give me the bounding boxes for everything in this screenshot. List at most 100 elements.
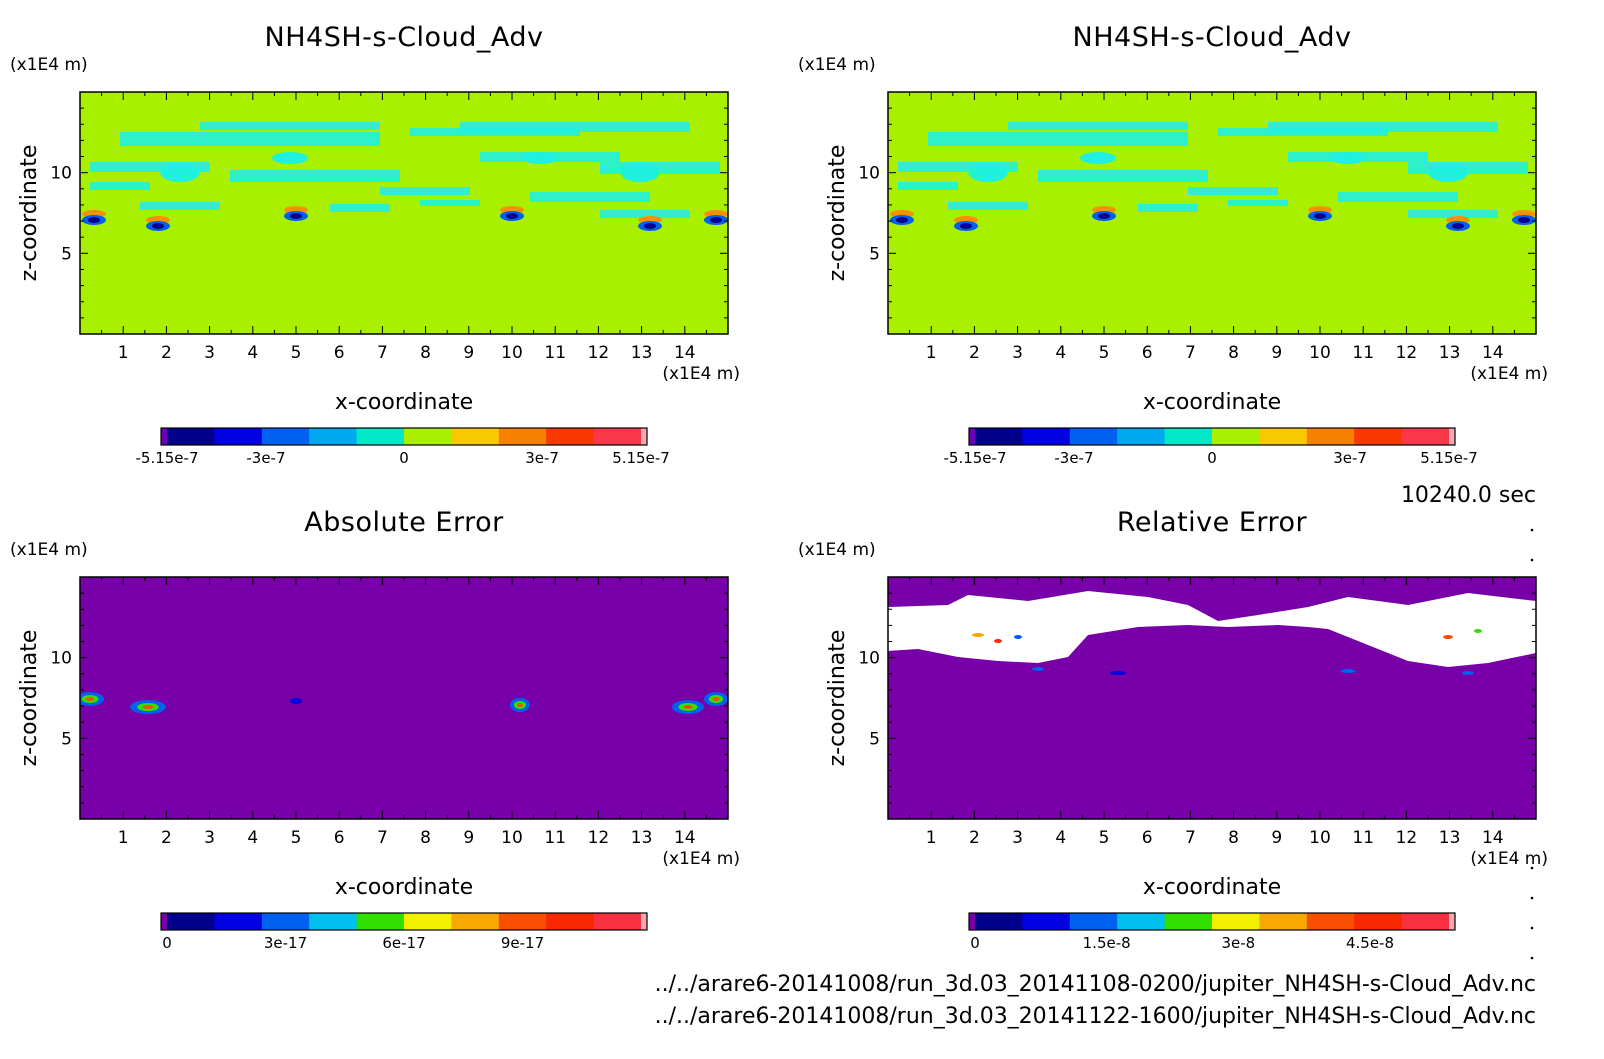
field-error-spot [290, 698, 302, 704]
x-tick-label: 11 [544, 343, 566, 363]
colorbar-swatch [641, 913, 648, 930]
time-label: 10240.0 sec [1401, 483, 1536, 508]
y-tick-label: 5 [61, 244, 72, 264]
colorbar-swatch [546, 428, 595, 445]
field-contour-band [898, 162, 1018, 172]
colorbar-swatch [1259, 428, 1308, 445]
colorbar-swatch [969, 428, 976, 445]
x-tick-label: 7 [377, 343, 388, 363]
field-contour-band [272, 152, 308, 164]
field-error-spot [994, 639, 1002, 643]
x-tick-label: 10 [1309, 828, 1331, 848]
x-tick-label: 1 [118, 828, 129, 848]
colorbar-swatch [641, 428, 648, 445]
colorbar-swatch [451, 428, 500, 445]
x-tick-label: 8 [420, 343, 431, 363]
colorbar-swatch [309, 913, 358, 930]
field-contour-band [600, 162, 720, 174]
x-tick-label: 10 [1309, 343, 1331, 363]
colorbar-tick-label: 9e-17 [501, 934, 544, 952]
colorbar-swatch [1212, 913, 1260, 930]
colorbar-swatch [214, 913, 263, 930]
colorbar-swatch [1164, 913, 1213, 930]
field-negative-core [710, 217, 722, 223]
x-tick-label: 2 [969, 343, 980, 363]
x-tick-label: 10 [501, 343, 523, 363]
colorbar-tick-label: 0 [1207, 449, 1217, 467]
colorbar-swatch [309, 428, 358, 445]
colorbar-swatch [356, 428, 405, 445]
colorbar-swatch [404, 428, 452, 445]
field-contour-band [420, 200, 480, 206]
panel-br-field [888, 577, 1536, 819]
colorbar-frame [968, 427, 1456, 446]
y-tick-label: 5 [61, 729, 72, 749]
x-tick-label: 14 [1482, 343, 1504, 363]
y-tick-label: 10 [50, 164, 72, 184]
x-tick-label: 10 [501, 828, 523, 848]
x-tick-label: 2 [161, 828, 172, 848]
y-tick-label: 10 [858, 649, 880, 669]
field-contour-band [90, 182, 150, 190]
y-tick-label: 10 [858, 164, 880, 184]
panel-bl-ylabel: z-coordinate [17, 630, 42, 767]
field-contour-band [948, 202, 1028, 210]
x-tick-label: 11 [1352, 343, 1374, 363]
panel-tr-x-unit: (x1E4 m) [1470, 364, 1548, 384]
field-contour-band [140, 202, 220, 210]
colorbar-swatch [1354, 913, 1403, 930]
x-tick-label: 5 [1099, 343, 1110, 363]
field-negative-core [88, 217, 100, 223]
field-error-spot [972, 633, 984, 637]
colorbar-swatch [1306, 913, 1355, 930]
colorbar-swatch [1069, 913, 1118, 930]
field-negative-core [1518, 217, 1530, 223]
field-contour-band [200, 122, 380, 130]
margin-dot [1530, 528, 1534, 532]
x-tick-label: 6 [334, 343, 345, 363]
colorbar-tick-label: 3e-7 [1333, 449, 1367, 467]
field-error-spot [683, 705, 693, 709]
margin-dot [1530, 956, 1534, 960]
panel-tr-title: NH4SH-s-Cloud_Adv [1073, 22, 1352, 53]
field-contour-band [968, 162, 1008, 182]
panel-bl-y-unit: (x1E4 m) [10, 540, 88, 560]
field-negative-core [644, 223, 656, 229]
colorbar-swatch [1449, 913, 1456, 930]
x-tick-label: 7 [377, 828, 388, 848]
x-tick-label: 6 [1142, 828, 1153, 848]
field-contour-band [1338, 192, 1458, 202]
colorbar-swatch [1401, 428, 1450, 445]
field-contour-band [230, 170, 400, 182]
colorbar-tick-label: 0 [970, 934, 980, 952]
margin-dot [1530, 558, 1534, 562]
panel-bl-x-unit: (x1E4 m) [662, 849, 740, 869]
colorbar-swatch [1354, 428, 1403, 445]
field-negative-core [290, 213, 302, 219]
colorbar-swatch [356, 913, 405, 930]
x-tick-label: 9 [1271, 343, 1282, 363]
y-tick-label: 10 [50, 649, 72, 669]
x-tick-label: 4 [247, 828, 258, 848]
file-path-1: ../../arare6-20141008/run_3d.03_20141108… [655, 972, 1536, 997]
x-tick-label: 1 [926, 343, 937, 363]
panel-br-title: Relative Error [1117, 507, 1308, 538]
field-error-spot [142, 705, 154, 709]
colorbar-frame [160, 912, 648, 931]
colorbar-swatch [404, 913, 452, 930]
margin-dot [1530, 926, 1534, 930]
x-tick-label: 14 [674, 343, 696, 363]
field-error-spot [1474, 629, 1482, 633]
colorbar-tick-label: -3e-7 [246, 449, 285, 467]
field-error-spot [1443, 635, 1453, 639]
field-error-spot [1110, 671, 1126, 675]
colorbar-swatch [451, 913, 500, 930]
field-contour-band [1080, 152, 1116, 164]
x-tick-label: 1 [118, 343, 129, 363]
field-background [80, 577, 728, 819]
field-negative-core [152, 223, 164, 229]
x-tick-label: 5 [291, 343, 302, 363]
colorbar-swatch [1117, 428, 1166, 445]
file-path-2: ../../arare6-20141008/run_3d.03_20141122… [655, 1004, 1536, 1029]
